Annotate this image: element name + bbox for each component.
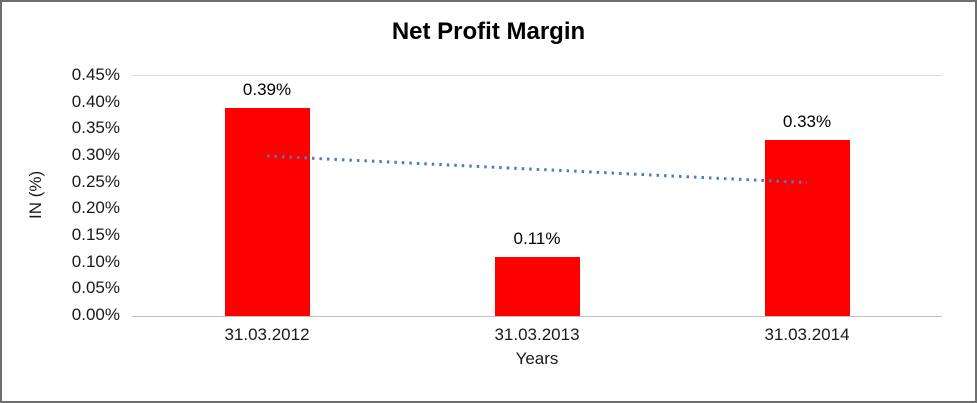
x-tick-label: 31.03.2014 bbox=[764, 325, 850, 344]
bar-series bbox=[132, 76, 942, 316]
bar bbox=[494, 257, 580, 316]
y-tick-label: 0.05% bbox=[71, 278, 120, 298]
x-tick-label: 31.03.2013 bbox=[494, 325, 580, 344]
y-tick-label: 0.40% bbox=[71, 91, 120, 111]
y-tick-label: 0.00% bbox=[71, 305, 120, 324]
bar-value-label: 0.33% bbox=[782, 112, 832, 131]
y-tick-label: 0.30% bbox=[71, 145, 120, 164]
y-tick-label: 0.35% bbox=[71, 118, 120, 138]
bar bbox=[224, 108, 310, 316]
x-tick-label: 31.03.2012 bbox=[224, 325, 310, 344]
plot-area bbox=[132, 75, 942, 317]
bar-value-label: 0.39% bbox=[242, 80, 292, 99]
y-tick-label: 0.20% bbox=[71, 198, 120, 218]
trendline bbox=[266, 154, 808, 185]
y-tick-label: 0.45% bbox=[71, 65, 120, 84]
y-tick-label: 0.25% bbox=[71, 171, 120, 191]
bar bbox=[764, 140, 850, 316]
y-tick-label: 0.10% bbox=[71, 251, 120, 271]
chart-title: Net Profit Margin bbox=[391, 18, 586, 45]
x-axis-title: Years bbox=[515, 349, 559, 368]
y-tick-label: 0.15% bbox=[71, 225, 120, 244]
bar-value-label: 0.11% bbox=[513, 229, 561, 249]
